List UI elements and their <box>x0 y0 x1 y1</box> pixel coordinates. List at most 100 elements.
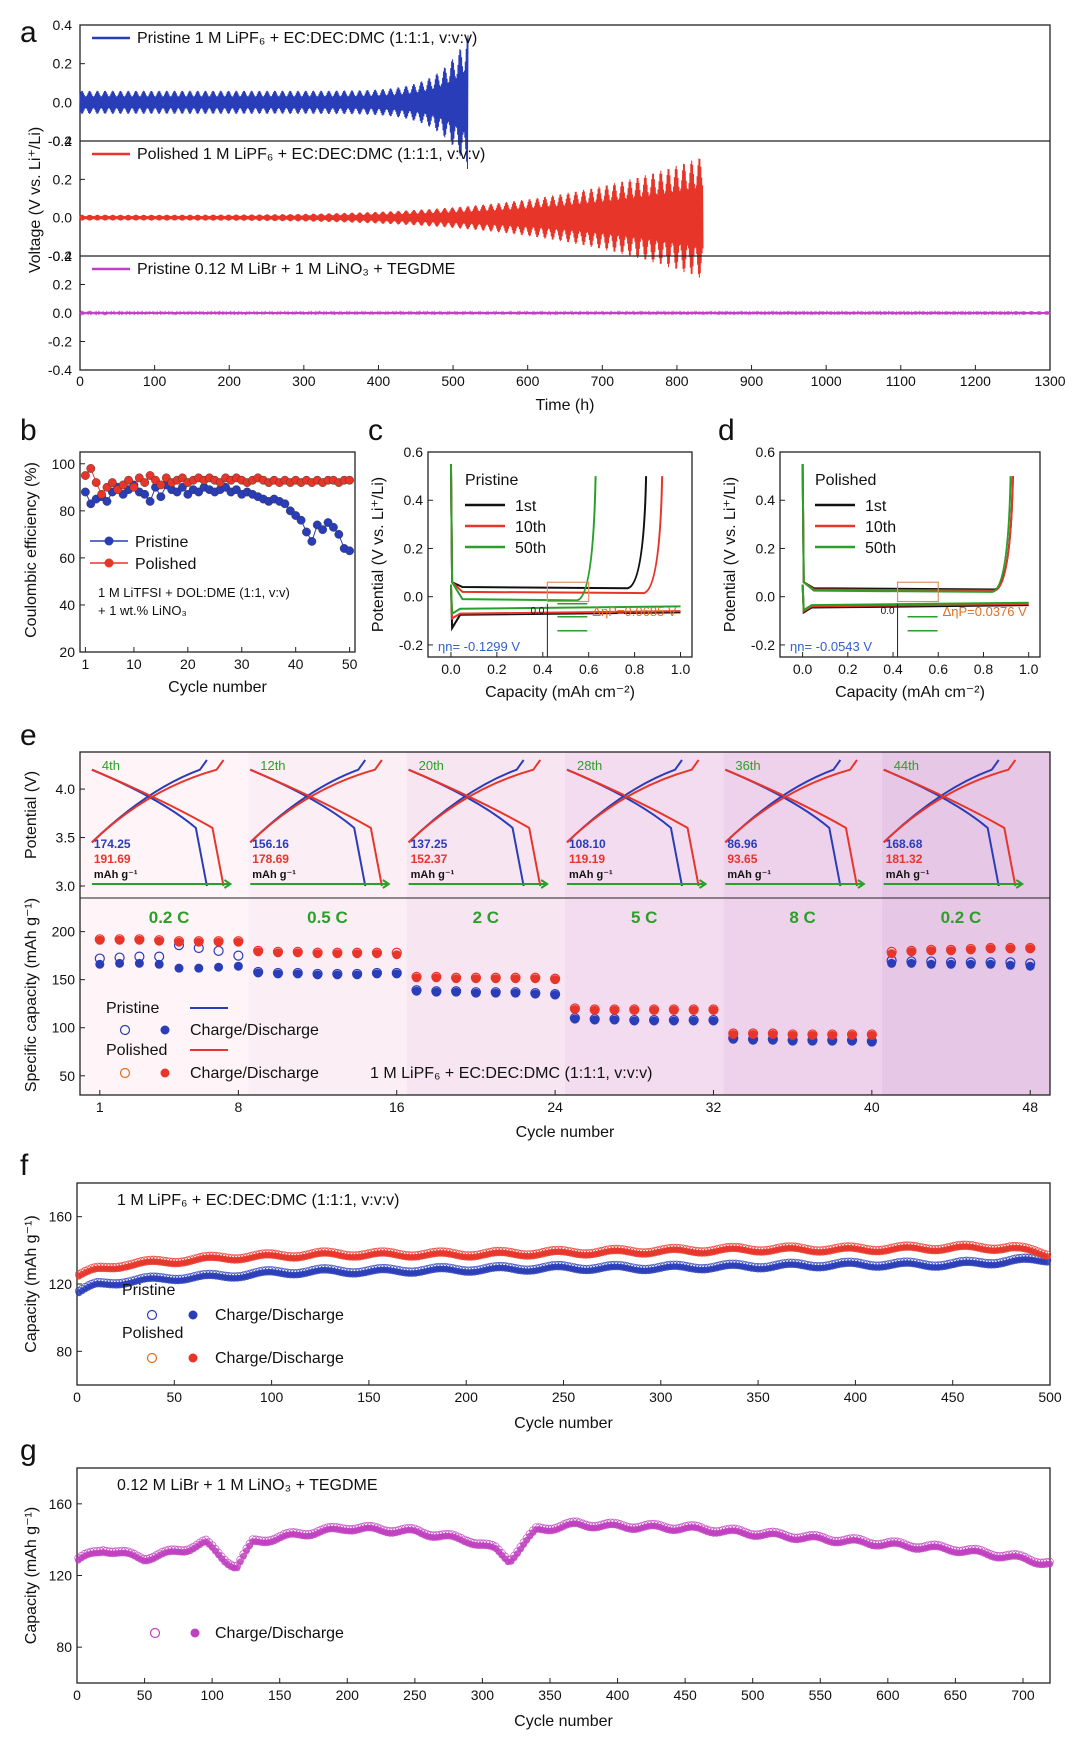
inset-unit: mAh g⁻¹ <box>886 869 930 881</box>
capacity-point-polished-discharge <box>748 1029 758 1039</box>
inset-y-tick-label: 4.0 <box>56 781 76 797</box>
legend-label-cd: Charge/Discharge <box>215 1307 344 1324</box>
capacity-point-polished-discharge <box>946 946 956 956</box>
voltage-trace-red <box>79 158 704 278</box>
y-tick-label: -0.2 <box>48 248 72 264</box>
ce-point-pristine <box>302 527 311 537</box>
y-tick-label: 160 <box>49 1209 73 1225</box>
plot-frame-e <box>79 751 1051 1096</box>
capacity-point-polished-discharge <box>194 937 204 947</box>
capacity-point-pristine-discharge <box>609 1015 619 1025</box>
legend-label-polished: Polished <box>106 1042 167 1059</box>
capacity-point-pristine-discharge <box>986 959 996 969</box>
x-tick-label: 100 <box>143 373 167 389</box>
capacity-point-polished-discharge <box>431 973 441 983</box>
legend-label-10th: 10th <box>515 519 546 536</box>
panel-label-c: c <box>368 414 383 447</box>
x-axis-label: Capacity (mAh cm⁻²) <box>485 684 635 701</box>
electrolyte-label: 1 M LiPF₆ + EC:DEC:DMC (1:1:1, v:v:v) <box>117 1192 400 1209</box>
legend-label-pristine: Pristine <box>135 534 188 551</box>
charge-curve-red <box>249 759 383 844</box>
y-tick-label: -0.2 <box>751 637 775 653</box>
x-tick-label: 0.6 <box>929 661 949 677</box>
legend-marker-filled <box>188 1353 198 1363</box>
y-tick-label: -0.2 <box>48 334 72 350</box>
legend-label-50th: 50th <box>515 540 546 557</box>
inset-arrowhead <box>698 879 708 889</box>
y-tick-label: 0.0 <box>756 589 776 605</box>
ce-point-pristine <box>307 537 317 546</box>
inset-pristine-value: 86.96 <box>727 837 757 851</box>
inset-polished-value: 178.69 <box>252 852 289 866</box>
y-tick-label: 100 <box>52 456 76 472</box>
inset-unit: mAh g⁻¹ <box>94 869 138 881</box>
x-tick-label: 400 <box>844 1389 868 1405</box>
zoom-box <box>896 581 939 603</box>
capacity-point-polished-discharge <box>827 1030 837 1040</box>
capacity-point-polished-discharge <box>471 974 481 984</box>
y-axis-label: Capacity (mAh g⁻¹) <box>23 1507 40 1644</box>
x-tick-label: 1000 <box>811 373 842 389</box>
capacity-point-polished-discharge <box>788 1030 798 1040</box>
discharge-curve-red <box>566 768 700 887</box>
x-tick-label: 150 <box>268 1687 292 1703</box>
panel-label-f: f <box>20 1149 29 1182</box>
ce-point-polished <box>156 480 166 490</box>
discharge-curve-red <box>249 768 383 887</box>
plot-frame-d <box>779 451 1041 658</box>
ce-point-pristine <box>102 497 112 506</box>
charge-curve-red <box>883 759 1017 844</box>
capacity-point-pristine-discharge <box>570 1014 580 1024</box>
capacity-point-pristine-discharge <box>511 988 521 998</box>
y-tick-label: 160 <box>49 1496 73 1512</box>
capacity-point-filled <box>1046 1560 1054 1568</box>
capacity-point-polished-discharge <box>313 949 323 959</box>
stripping-curve-10th <box>449 464 664 595</box>
x-tick-label: 50 <box>342 656 358 672</box>
x-axis-label: Cycle number <box>168 679 267 696</box>
x-tick-label: 0.0 <box>793 661 813 677</box>
x-tick-label: 300 <box>649 1389 673 1405</box>
capacity-point-polished-discharge <box>867 1030 877 1040</box>
rate-label: 0.5 C <box>307 908 348 927</box>
legend-label-cd: Charge/Discharge <box>190 1065 319 1082</box>
x-tick-label: 0.4 <box>883 661 903 677</box>
capacity-point-polished-discharge <box>649 1005 659 1015</box>
legend-marker-open <box>119 1024 131 1036</box>
capacity-point-pristine-discharge <box>352 970 362 980</box>
x-tick-label: 1300 <box>1034 373 1065 389</box>
y-tick-label: 60 <box>59 550 75 566</box>
capacity-point-pristine-discharge <box>867 1037 877 1047</box>
rate-label: 5 C <box>631 908 657 927</box>
y-tick-label: 80 <box>59 503 75 519</box>
capacity-point-pristine-discharge <box>689 1016 699 1026</box>
legend-label-1st: 1st <box>865 498 887 515</box>
legend-title: Polished <box>815 472 876 489</box>
delta-eta-label: ΔηP=0.0376 V <box>943 604 1028 619</box>
y-axis-label: Voltage (V vs. Li⁺/Li) <box>27 127 44 273</box>
ce-point-polished <box>345 475 355 485</box>
plot-frame-g <box>76 1467 1051 1684</box>
ce-point-polished <box>91 478 101 487</box>
eta-n-label: ηn= -0.1299 V <box>438 639 520 654</box>
ce-point-polished <box>129 482 139 492</box>
x-tick-label: 200 <box>218 373 242 389</box>
y-tick-label: 0.2 <box>53 277 73 293</box>
x-tick-label: 24 <box>547 1099 563 1115</box>
capacity-point-filled <box>239 1552 247 1560</box>
capacity-point-polished-discharge <box>590 1005 600 1015</box>
y-tick-label: 0.4 <box>404 492 424 508</box>
x-tick-label: 0.8 <box>974 661 994 677</box>
capacity-point-pristine-discharge <box>115 958 125 968</box>
x-tick-label: 48 <box>1022 1099 1038 1115</box>
y-tick-label: 0.0 <box>53 210 73 226</box>
stripping-curve-50th <box>801 464 1012 593</box>
y-tick-label: 0.6 <box>404 444 424 460</box>
legend-label-cd: Charge/Discharge <box>215 1350 344 1367</box>
plot-frame-c <box>427 451 693 658</box>
x-tick-label: 300 <box>471 1687 495 1703</box>
inset-arrowhead <box>857 879 866 889</box>
capacity-point-pristine-discharge <box>134 958 144 968</box>
x-tick-label: 0.8 <box>625 661 645 677</box>
legend-marker-open <box>146 1309 158 1321</box>
